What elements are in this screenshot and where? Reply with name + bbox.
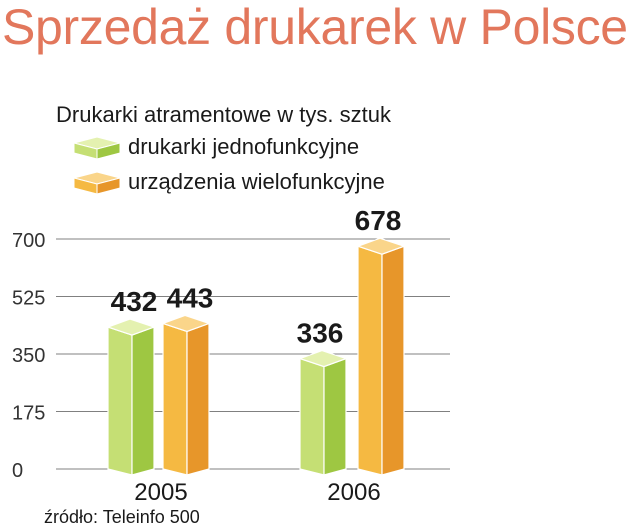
bar-top-face <box>106 318 156 336</box>
bar-front-face <box>299 357 325 476</box>
data-label: 678 <box>355 205 402 236</box>
legend-label-jednofunkcyjne: drukarki jednofunkcyjne <box>128 134 360 159</box>
y-tick-label: 0 <box>12 460 23 482</box>
x-category-label: 2005 <box>134 479 187 506</box>
legend-item-jednofunkcyjne: drukarki jednofunkcyjne <box>72 132 359 162</box>
source-note: źródło: Teleinfo 500 <box>44 507 200 527</box>
legend-swatch-wielofunkcyjne <box>72 171 122 195</box>
bar-top-face <box>356 237 406 255</box>
x-category-label: 2006 <box>327 479 380 506</box>
chart-title: Sprzedaż drukarek w Polsce <box>2 0 628 55</box>
bar-jednofunkcyjne-2006 <box>298 349 348 476</box>
data-label: 443 <box>167 282 214 313</box>
data-label: 336 <box>297 318 344 349</box>
y-tick-label: 525 <box>12 288 45 310</box>
bar-wielofunkcyjne-2006 <box>356 237 406 476</box>
bar-front-face <box>107 326 133 476</box>
bar-wielofunkcyjne-2005 <box>161 314 211 476</box>
legend-item-wielofunkcyjne: urządzenia wielofunkcyjne <box>72 167 385 197</box>
bar-top-face <box>298 349 348 368</box>
bar-front-face <box>357 245 383 476</box>
y-tick-label: 350 <box>12 345 45 367</box>
bar-jednofunkcyjne-2005 <box>106 318 156 476</box>
y-tick-label: 175 <box>12 403 45 425</box>
legend-label-wielofunkcyjne: urządzenia wielofunkcyjne <box>128 169 385 194</box>
chart-subtitle: Drukarki atramentowe w tys. sztuk <box>56 102 391 127</box>
data-label: 432 <box>111 286 158 317</box>
bar-side-face <box>381 245 405 476</box>
bar-side-face <box>186 322 210 476</box>
y-tick-label: 700 <box>12 230 45 252</box>
bar-side-face <box>131 326 155 476</box>
bar-side-face <box>323 357 347 476</box>
bar-top-face <box>161 314 211 333</box>
bar-front-face <box>162 322 188 476</box>
legend-swatch-jednofunkcyjne <box>72 136 122 160</box>
